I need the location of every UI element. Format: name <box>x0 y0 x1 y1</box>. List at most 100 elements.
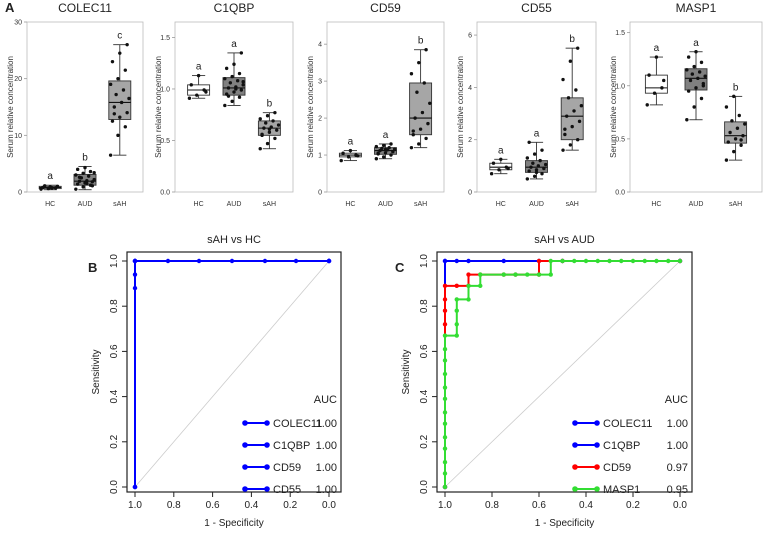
legend-swatch-dot <box>264 486 270 492</box>
y-tick-label: 0.6 <box>419 344 430 358</box>
legend-series-name: CD59 <box>603 462 631 474</box>
x-tick-label: sAH <box>263 201 276 208</box>
y-tick-label: 1.0 <box>615 83 625 90</box>
legend-header: AUC <box>665 394 688 406</box>
data-point <box>387 145 391 150</box>
data-point <box>276 123 281 127</box>
data-point <box>561 77 565 82</box>
roc-point <box>454 283 459 289</box>
box-sah: c sAH <box>108 31 132 208</box>
y-tick-label: 0.8 <box>109 299 120 313</box>
data-point <box>237 71 242 76</box>
x-tick-label: 0.2 <box>283 500 297 511</box>
data-point <box>732 149 736 154</box>
box-iqr <box>108 80 132 120</box>
data-point <box>577 119 582 124</box>
y-axis-label: Serum relative concentration <box>306 56 315 158</box>
x-axis-label: 1 - Specificity <box>204 518 263 529</box>
data-point <box>260 132 264 137</box>
roc-point <box>454 297 459 302</box>
data-point <box>196 73 201 78</box>
y-tick-label: 1.0 <box>109 254 120 268</box>
legend-series-name: COLEC11 <box>273 418 322 430</box>
data-point <box>348 148 353 153</box>
data-point <box>576 46 580 50</box>
data-point <box>267 130 272 134</box>
legend-auc-value: 0.95 <box>667 484 688 496</box>
legend-series-name: CD59 <box>273 462 301 474</box>
data-point <box>389 142 393 146</box>
y-tick-label: 4 <box>318 42 322 49</box>
data-point <box>540 148 544 152</box>
roc-point <box>619 258 624 264</box>
y-tick-label: 4 <box>468 85 472 92</box>
legend-swatch-dot <box>264 442 270 448</box>
y-tick-label: 0.0 <box>615 190 625 197</box>
data-point <box>273 136 277 141</box>
x-tick-label: AUD <box>227 201 242 208</box>
roc-point <box>132 258 138 264</box>
data-point <box>576 137 580 142</box>
data-point <box>114 92 118 97</box>
y-tick-label: 0.4 <box>419 389 430 403</box>
panel-label-c: C <box>395 260 405 275</box>
data-point <box>116 133 120 138</box>
y-tick-label: 0.6 <box>109 344 120 358</box>
y-tick-label: 20 <box>14 76 22 83</box>
data-point <box>55 184 60 189</box>
x-axis-label: 1 - Specificity <box>535 518 594 529</box>
data-point <box>697 70 702 74</box>
data-point <box>123 125 128 129</box>
y-tick-label: 0 <box>18 190 22 197</box>
significance-letter: b <box>82 153 88 164</box>
data-point <box>531 161 535 165</box>
data-point <box>90 184 95 188</box>
roc-point <box>478 283 483 289</box>
plot-frame <box>629 21 763 193</box>
data-point <box>232 62 236 66</box>
data-point <box>694 86 698 90</box>
roc-point <box>442 283 448 289</box>
roc-point <box>560 258 565 264</box>
data-point <box>241 80 245 84</box>
significance-letter: a <box>196 62 202 73</box>
legend-series-name: C1QBP <box>273 440 310 452</box>
y-tick-label: 0.0 <box>160 190 170 197</box>
box-plot-title: CD55 <box>521 1 552 15</box>
data-point <box>497 168 501 172</box>
data-point <box>86 174 91 178</box>
data-point <box>688 78 693 83</box>
data-point <box>540 171 544 176</box>
x-tick-label: 0.0 <box>322 500 336 511</box>
roc-point <box>442 371 448 377</box>
plot-frame <box>476 21 597 193</box>
data-point <box>127 96 131 101</box>
x-tick-label: HC <box>194 201 204 208</box>
roc-chart-b: sAH vs HC 1.0 0.8 0.6 0.4 0.2 0.0 0.0 0.2 0.4 0.6 0… <box>91 234 342 529</box>
significance-letter: b <box>267 99 273 110</box>
box-aud: b AUD <box>73 153 97 208</box>
significance-letter: b <box>418 36 424 47</box>
data-point <box>223 76 227 81</box>
data-point <box>529 165 533 169</box>
data-point <box>275 128 279 132</box>
data-point <box>696 76 700 81</box>
data-point <box>568 143 573 147</box>
legend-auc-value: 0.97 <box>667 462 688 474</box>
y-tick-label: 0.2 <box>109 434 120 448</box>
data-point <box>341 151 345 155</box>
legend-series-name: COLEC11 <box>603 418 652 430</box>
data-point <box>660 86 664 90</box>
data-point <box>572 109 576 113</box>
legend-swatch-dot <box>242 464 248 470</box>
data-point <box>74 187 78 191</box>
roc-point <box>536 272 542 277</box>
data-point <box>258 117 262 121</box>
data-point <box>230 99 234 104</box>
plot-frame <box>326 21 445 193</box>
x-tick-label: 0.6 <box>206 500 220 511</box>
legend-swatch-dot <box>242 442 248 448</box>
roc-point <box>595 258 600 264</box>
data-point <box>74 173 78 177</box>
roc-title: sAH vs AUD <box>534 234 595 246</box>
